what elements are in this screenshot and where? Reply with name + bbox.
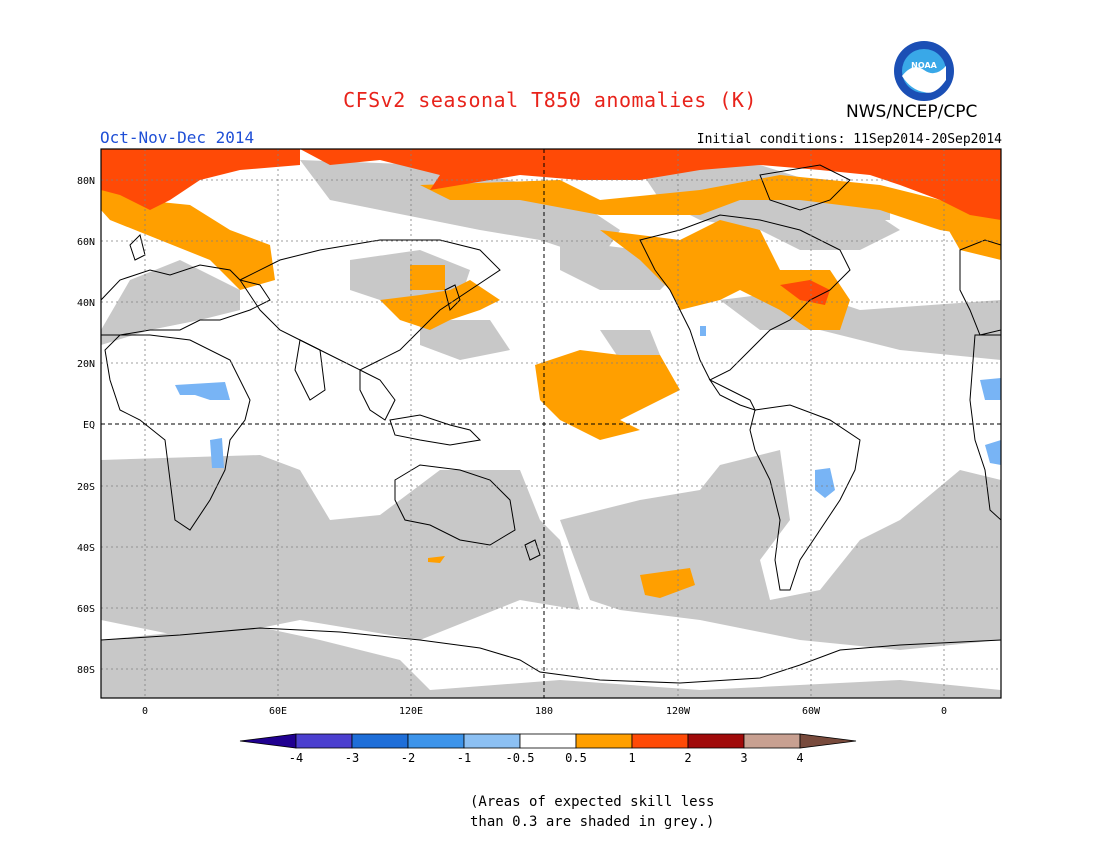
outline-africa xyxy=(104,334,251,531)
grey-africa-west xyxy=(101,260,240,345)
cool-anomaly-areas xyxy=(175,326,1001,498)
skill-footnote: (Areas of expected skill less than 0.3 a… xyxy=(470,792,730,832)
legend-swatch xyxy=(743,733,801,749)
legend-swatch xyxy=(687,733,745,749)
legend-swatch xyxy=(519,733,577,749)
blue-south-america xyxy=(815,468,835,498)
orange-arctic-north xyxy=(420,175,1001,240)
outline-antarctica xyxy=(101,627,1001,684)
blue-east-africa xyxy=(210,438,224,468)
noaa-logo: NOAA xyxy=(894,41,954,101)
grey-antarctic-band xyxy=(101,625,1001,698)
color-legend xyxy=(239,733,857,749)
grey-americas-north xyxy=(640,165,900,250)
legend-swatch xyxy=(575,733,633,749)
outline-north-america xyxy=(639,214,851,381)
outline-australia xyxy=(394,464,516,546)
orange-equatorial-pacific xyxy=(535,350,680,440)
lat-label: 60S xyxy=(77,604,95,615)
blue-west-africa-east-edge xyxy=(980,378,1001,400)
legend-label: 3 xyxy=(740,751,747,765)
lat-label: 20S xyxy=(77,482,95,493)
blue-east-africa-east-edge xyxy=(985,440,1001,465)
logo-text: NOAA xyxy=(911,61,937,70)
outline-greenland xyxy=(759,164,851,211)
reference-lines xyxy=(101,149,1001,698)
legend-swatch xyxy=(351,733,409,749)
grey-pacific-north xyxy=(560,240,680,290)
legend-label: -2 xyxy=(401,751,415,765)
lat-label: 40S xyxy=(77,543,95,554)
graticule xyxy=(101,149,1001,698)
outline-india xyxy=(294,339,326,401)
lon-label: 120E xyxy=(399,706,423,717)
outline-japan xyxy=(444,284,461,311)
outline-africa-east-edge xyxy=(969,334,1001,521)
legend-label: 4 xyxy=(796,751,803,765)
outline-new-zealand xyxy=(524,539,541,561)
footnote-line-2: than 0.3 are shaded in grey.) xyxy=(470,814,715,830)
chart-title: CFSv2 seasonal T850 anomalies (K) xyxy=(343,88,757,112)
orange-south-pacific xyxy=(640,568,695,598)
outline-south-america xyxy=(749,404,861,591)
legend-label: 1 xyxy=(628,751,635,765)
legend-swatch xyxy=(295,733,353,749)
lat-label: 80S xyxy=(77,665,95,676)
latitude-labels: 80N 60N 40N 20N EQ 20S 40S 60S 80S xyxy=(77,176,95,676)
shading-layer xyxy=(101,149,1001,698)
legend-swatch xyxy=(407,733,465,749)
lat-label: EQ xyxy=(83,420,95,431)
lat-label: 60N xyxy=(77,237,95,248)
orange-small-south-indian xyxy=(428,556,445,563)
red-great-lakes xyxy=(780,280,830,305)
outline-europe xyxy=(101,264,271,336)
legend-label: -0.5 xyxy=(506,751,535,765)
continent-outlines xyxy=(101,164,1001,684)
legend-arrow-high xyxy=(799,733,857,749)
red-arctic-central xyxy=(300,149,1001,220)
legend-label: 2 xyxy=(684,751,691,765)
legend-label: 0.5 xyxy=(565,751,587,765)
blue-sahel xyxy=(175,382,230,400)
legend-label: -4 xyxy=(289,751,303,765)
red-arctic-west xyxy=(101,149,300,210)
lon-label: 0 xyxy=(142,706,148,717)
blue-mexico xyxy=(700,326,706,336)
lat-label: 80N xyxy=(77,176,95,187)
agency-label: NWS/NCEP/CPC xyxy=(846,102,978,122)
lon-label: 0 xyxy=(941,706,947,717)
legend-label: -1 xyxy=(457,751,471,765)
lon-label: 60W xyxy=(802,706,821,717)
grey-south-belt-west xyxy=(101,455,580,640)
orange-japan-patch xyxy=(410,265,445,290)
orange-east-asia xyxy=(380,280,500,330)
orange-west-eurasia xyxy=(940,215,1001,260)
initial-conditions-label: Initial conditions: 11Sep2014-20Sep2014 xyxy=(696,132,1002,147)
outline-southeast-asia xyxy=(359,369,396,421)
grey-south-belt-east xyxy=(560,450,1001,650)
lon-label: 120W xyxy=(666,706,691,717)
lon-label: 60E xyxy=(269,706,287,717)
orange-north-america xyxy=(600,220,850,330)
legend-arrow-low xyxy=(239,733,297,749)
grey-central-pacific xyxy=(600,330,660,360)
outline-indonesia xyxy=(389,414,482,446)
longitude-labels: 0 60E 120E 180 120W 60W 0 xyxy=(142,706,947,717)
legend-swatch xyxy=(631,733,689,749)
legend-label: -3 xyxy=(345,751,359,765)
strong-warm-areas xyxy=(101,149,1001,305)
legend-swatch xyxy=(463,733,521,749)
grey-west-pacific xyxy=(420,320,510,360)
lon-label: 180 xyxy=(535,706,553,717)
lat-label: 20N xyxy=(77,359,95,370)
lat-label: 40N xyxy=(77,298,95,309)
legend-labels: -4 -3 -2 -1 -0.5 0.5 1 2 3 4 xyxy=(289,751,804,765)
grey-north-eurasia xyxy=(300,160,620,260)
season-label: Oct-Nov-Dec 2014 xyxy=(100,128,255,147)
map-frame xyxy=(100,148,1002,699)
footnote-line-1: (Areas of expected skill less xyxy=(470,794,715,810)
